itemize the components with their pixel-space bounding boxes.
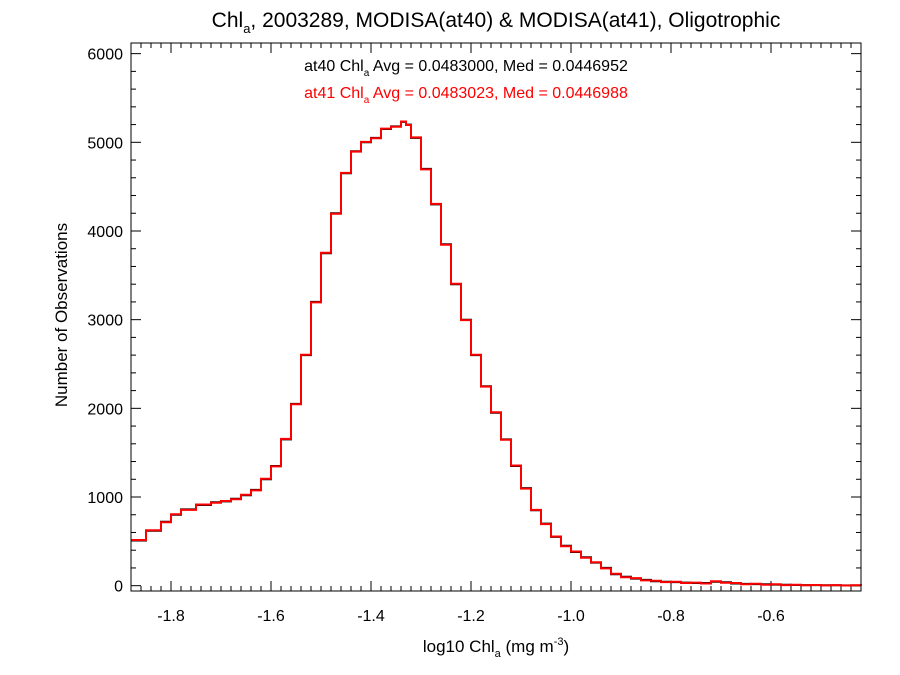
axis-ticks: -1.8 -1.6 -1.4 -1.2 -1.0 -0.8 -0.6 0 1000 2000 300… xyxy=(87,43,862,625)
x-tick-label: -0.6 xyxy=(757,608,785,625)
y-tick-label: 2000 xyxy=(87,401,123,418)
annotation-group: at40 Chla Avg = 0.0483000, Med = 0.04469… xyxy=(304,58,628,106)
y-tick-label: 5000 xyxy=(87,135,123,152)
series-line-at40 xyxy=(131,120,862,587)
annotation-at40: at40 Chla Avg = 0.0483000, Med = 0.04469… xyxy=(304,58,628,79)
x-axis-label: log10 Chla (mg m-3) xyxy=(423,636,569,660)
y-tick-label: 1000 xyxy=(87,490,123,507)
x-tick-label: -0.8 xyxy=(657,608,685,625)
y-axis-label: Number of Observations xyxy=(52,223,71,407)
chart-title: Chla, 2003289, MODISA(at40) & MODISA(at4… xyxy=(212,9,781,36)
x-tick-label: -1.8 xyxy=(157,608,185,625)
y-tick-label: 0 xyxy=(114,579,123,596)
y-tick-label: 6000 xyxy=(87,47,123,64)
y-tick-label: 4000 xyxy=(87,224,123,241)
series-group xyxy=(131,120,862,587)
x-tick-label: -1.0 xyxy=(557,608,585,625)
x-tick-label: -1.2 xyxy=(457,608,485,625)
annotation-at41: at41 Chla Avg = 0.0483023, Med = 0.04469… xyxy=(304,85,628,106)
x-tick-label: -1.6 xyxy=(257,608,285,625)
y-tick-label: 3000 xyxy=(87,313,123,330)
x-tick-label: -1.4 xyxy=(357,608,385,625)
plot-frame xyxy=(130,42,862,592)
series-line-at41 xyxy=(131,120,862,587)
